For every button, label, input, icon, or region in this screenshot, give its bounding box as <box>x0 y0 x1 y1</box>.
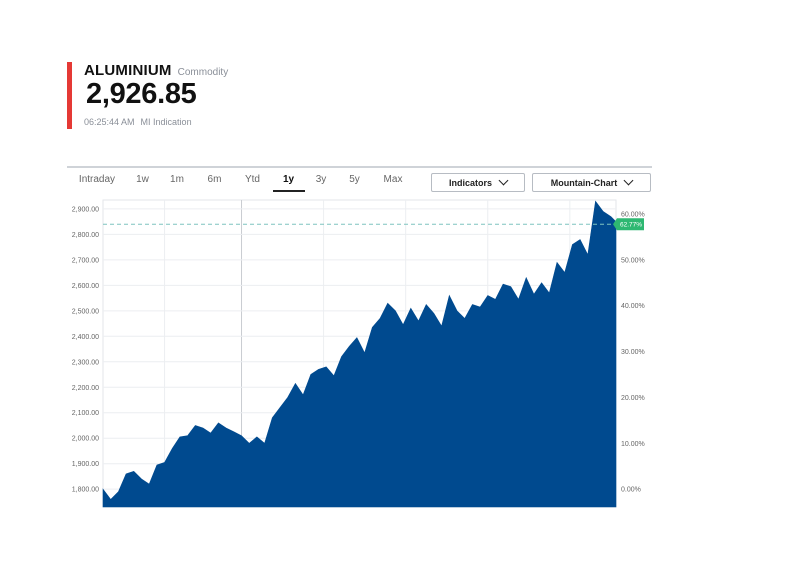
y-left-tick-label: 2,800.00 <box>72 232 99 239</box>
title-row: ALUMINIUM Commodity <box>84 62 228 79</box>
y-left-tick-label: 2,100.00 <box>72 410 99 417</box>
y-right-tick-label: 10.00% <box>621 441 645 448</box>
y-left-tick-label: 2,500.00 <box>72 308 99 315</box>
instrument-name: ALUMINIUM <box>84 62 172 79</box>
tab-max[interactable]: Max <box>383 174 403 185</box>
tab-ytd[interactable]: Ytd <box>244 174 260 185</box>
y-right-tick-label: 0.00% <box>621 487 641 494</box>
tab-5y[interactable]: 5y <box>349 174 360 185</box>
y-left-tick-label: 1,800.00 <box>72 487 99 494</box>
last-price: 2,926.85 <box>86 78 197 110</box>
y-left-tick-label: 2,600.00 <box>72 283 99 290</box>
change-badge <box>613 218 644 231</box>
y-right-tick-label: 60.00% <box>621 212 645 219</box>
y-right-tick-label: 50.00% <box>621 257 645 264</box>
y-left-tick-label: 2,300.00 <box>72 359 99 366</box>
y-left-tick-label: 2,200.00 <box>72 385 99 392</box>
y-right-tick-label: 40.00% <box>621 303 645 310</box>
chart-type-label: Mountain-Chart <box>550 177 618 188</box>
y-right-tick-label: 30.00% <box>621 349 645 356</box>
tab-3y[interactable]: 3y <box>315 174 327 185</box>
y-left-tick-label: 2,400.00 <box>72 334 99 341</box>
tab-1y[interactable]: 1y <box>272 168 305 194</box>
y-left-tick-label: 1,900.00 <box>72 461 99 468</box>
indicators-label: Indicators <box>448 177 492 188</box>
price-meta: 06:25:44 AM MI Indication <box>84 117 192 127</box>
tab-1m[interactable]: 1m <box>170 174 184 185</box>
accent-bar <box>67 62 72 129</box>
change-badge-label: 62.77% <box>620 222 642 229</box>
y-left-tick-label: 2,700.00 <box>72 257 99 264</box>
asset-class-label: Commodity <box>177 67 229 78</box>
price-source: MI Indication <box>140 117 192 127</box>
y-left-tick-label: 2,000.00 <box>72 436 99 443</box>
indicators-dropdown[interactable]: Indicators <box>431 173 525 192</box>
chart-toolbar: Intraday 1w 1m 6m Ytd 1y 3y 5y Max Indicators Mo… <box>67 166 652 198</box>
tab-6m[interactable]: 6m <box>207 174 222 185</box>
price-area-series <box>102 200 617 508</box>
y-left-tick-label: 2,900.00 <box>72 206 99 213</box>
price-time: 06:25:44 AM <box>84 117 135 127</box>
range-tabs: Intraday 1w 1m 6m Ytd 1y 3y 5y Max <box>67 168 414 198</box>
tab-1w[interactable]: 1w <box>136 174 149 185</box>
tab-intraday[interactable]: Intraday <box>78 174 116 185</box>
y-right-tick-label: 20.00% <box>621 395 645 402</box>
chart-type-dropdown[interactable]: Mountain-Chart <box>532 173 651 192</box>
